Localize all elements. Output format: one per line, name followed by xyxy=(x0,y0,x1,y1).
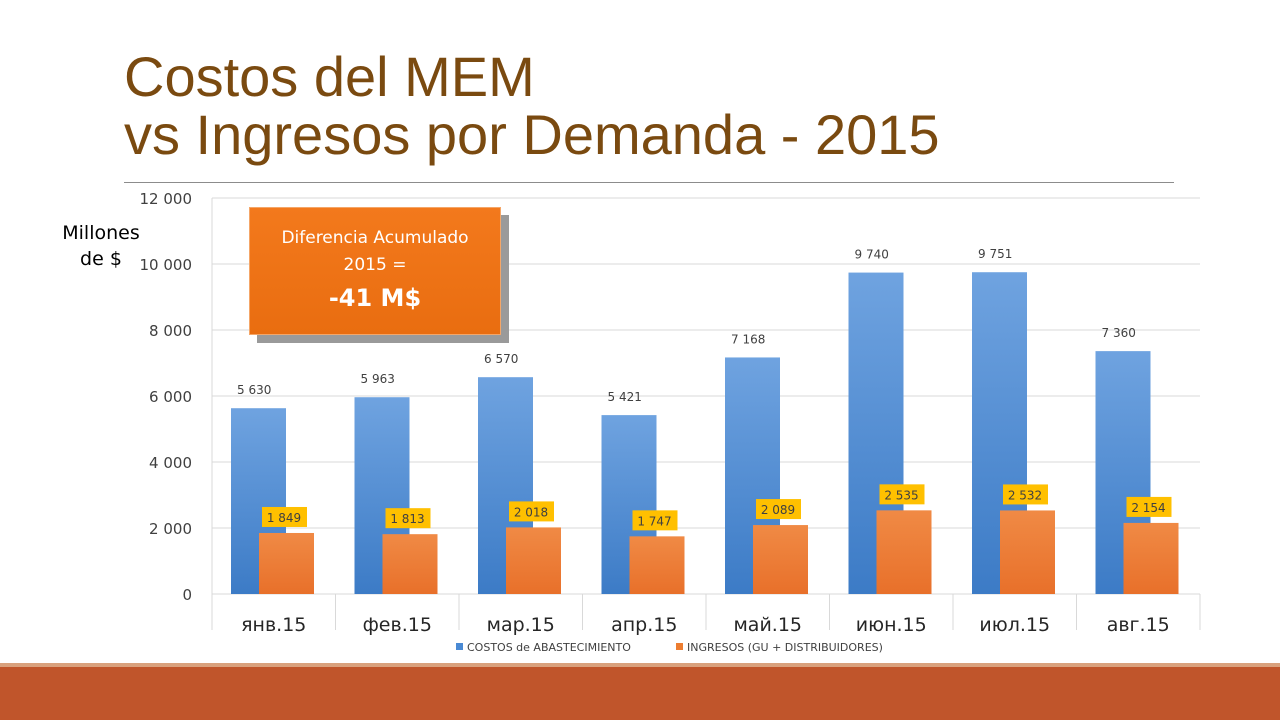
y-axis-label: Millones de $ xyxy=(62,222,140,270)
y-tick-label: 12 000 xyxy=(140,190,193,208)
income-bar xyxy=(1000,510,1055,594)
slide-title: Costos del MEM vs Ingresos por Demanda -… xyxy=(124,48,940,164)
income-label-box xyxy=(262,506,307,527)
cost-value-label: 5 421 xyxy=(608,390,642,404)
title-divider xyxy=(124,182,1174,183)
title-line-1: Costos del MEM xyxy=(124,45,535,108)
income-label-box xyxy=(1003,484,1048,505)
x-tick-label: апр.15 xyxy=(611,614,677,636)
legend-label-costs: COSTOS de ABASTECIMIENTO xyxy=(467,641,631,654)
legend: COSTOS de ABASTECIMIENTO INGRESOS (GU + D… xyxy=(456,641,883,654)
income-label-box xyxy=(385,508,431,529)
income-label-box xyxy=(879,484,925,505)
bar-chart: 0 2 000 4 000 6 000 8 000 10 000 12 000 5 630 1… xyxy=(140,190,1201,654)
bars xyxy=(231,272,1179,594)
cost-value-label: 7 360 xyxy=(1102,326,1136,340)
income-label-box xyxy=(632,510,678,531)
income-label-box xyxy=(756,499,801,520)
income-value-label: 1 747 xyxy=(637,514,671,528)
income-label-box xyxy=(1126,496,1172,517)
cost-value-label: 6 570 xyxy=(484,352,518,366)
callout-value: -41 M$ xyxy=(328,284,422,312)
cost-value-label: 5 963 xyxy=(361,372,395,386)
cost-value-label: 9 751 xyxy=(978,247,1012,261)
callout-line-2: 2015 = xyxy=(343,255,407,275)
y-tick-label: 6 000 xyxy=(149,388,192,406)
y-tick-label: 10 000 xyxy=(140,256,193,274)
callout-line-1: Diferencia Acumulado xyxy=(281,228,469,248)
data-labels: 5 630 1 849 5 963 1 813 6 570 2 018 5 421 1 747… xyxy=(237,247,1172,531)
footer-bar xyxy=(0,663,1280,720)
income-value-label: 1 813 xyxy=(390,512,424,526)
y-tick-label: 8 000 xyxy=(149,322,192,340)
income-bar xyxy=(382,534,438,594)
cost-value-label: 9 740 xyxy=(855,248,889,262)
cost-value-label: 7 168 xyxy=(731,332,765,346)
x-tick-label: авг.15 xyxy=(1107,614,1170,636)
grid-lines xyxy=(211,197,1201,630)
y-tick-label: 2 000 xyxy=(149,520,192,538)
x-axis-ticks: янв.15 фев.15 мар.15 апр.15 май.15 июн.15 июл.… xyxy=(241,614,1170,636)
income-bar xyxy=(753,525,808,594)
x-tick-label: янв.15 xyxy=(241,614,306,636)
income-value-label: 1 849 xyxy=(267,511,301,525)
legend-label-income: INGRESOS (GU + DISTRIBUIDORES) xyxy=(687,641,883,654)
footer-stripe xyxy=(0,663,1280,667)
income-label-box xyxy=(509,501,554,522)
income-value-label: 2 532 xyxy=(1008,488,1042,502)
income-value-label: 2 535 xyxy=(884,488,918,502)
title-line-2: vs Ingresos por Demanda - 2015 xyxy=(124,103,940,166)
x-tick-label: июл.15 xyxy=(979,614,1050,636)
cost-value-label: 5 630 xyxy=(237,383,271,397)
x-tick-label: мар.15 xyxy=(487,614,555,636)
cumulative-difference-callout: Diferencia Acumulado 2015 = -41 M$ xyxy=(249,207,501,335)
income-bar xyxy=(259,532,314,594)
legend-swatch-income xyxy=(676,643,683,650)
income-bar xyxy=(629,536,685,594)
y-axis-ticks: 0 2 000 4 000 6 000 8 000 10 000 12 000 xyxy=(140,190,193,604)
income-value-label: 2 154 xyxy=(1131,501,1165,515)
y-tick-label: 0 xyxy=(182,586,192,604)
income-value-label: 2 018 xyxy=(514,505,548,519)
x-tick-label: май.15 xyxy=(733,614,802,636)
income-bar xyxy=(1123,522,1179,594)
income-bar xyxy=(876,510,932,594)
income-value-label: 2 089 xyxy=(761,503,795,517)
x-tick-label: фев.15 xyxy=(363,614,432,636)
x-tick-label: июн.15 xyxy=(856,614,927,636)
legend-swatch-costs xyxy=(456,643,463,650)
y-tick-label: 4 000 xyxy=(149,454,192,472)
income-bar xyxy=(506,527,561,594)
